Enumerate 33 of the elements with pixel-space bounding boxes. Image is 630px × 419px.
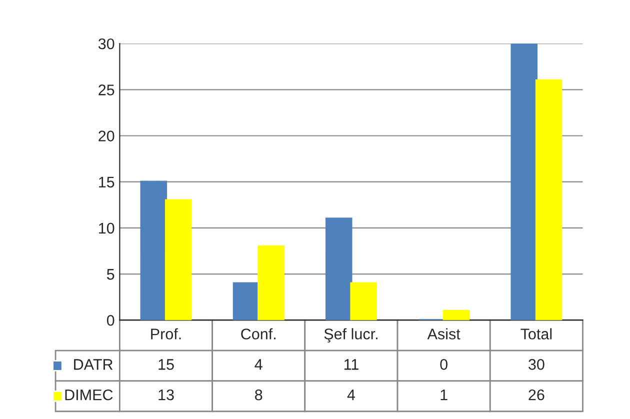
y-tick-label: 10 <box>99 222 114 234</box>
y-tick-label: 15 <box>99 176 114 188</box>
data-label: 13 <box>158 389 174 400</box>
bar <box>258 245 284 320</box>
x-tick-label: Asist <box>427 328 460 340</box>
y-tick-label: 20 <box>98 130 114 142</box>
bar <box>442 310 470 320</box>
data-label: 26 <box>528 389 544 400</box>
data-label: 30 <box>528 359 544 370</box>
data-label: 8 <box>255 389 262 400</box>
bar <box>164 199 192 320</box>
bar <box>140 180 168 320</box>
y-tick-label: 30 <box>98 38 114 50</box>
legend-label: DATR <box>74 359 113 370</box>
bar <box>510 44 538 320</box>
bar <box>232 282 260 320</box>
y-tick-label: 25 <box>98 84 114 96</box>
bar <box>325 218 352 320</box>
x-tick-label: Conf. <box>241 328 276 340</box>
bar <box>350 282 377 320</box>
x-tick-label: Total <box>520 328 552 340</box>
data-label: 15 <box>158 359 174 370</box>
data-label: 1 <box>440 390 448 400</box>
bar <box>535 79 562 320</box>
x-tick-label: Prof. <box>151 328 181 340</box>
data-label: 11 <box>344 359 358 370</box>
y-tick-label: 5 <box>106 269 114 280</box>
legend-label: DIMEC <box>65 389 113 400</box>
y-tick-label: 0 <box>106 314 114 326</box>
data-label: 0 <box>440 359 448 370</box>
data-label: 4 <box>254 359 262 370</box>
x-tick-label: Şef lucr. <box>324 328 378 342</box>
data-label: 4 <box>347 390 356 400</box>
